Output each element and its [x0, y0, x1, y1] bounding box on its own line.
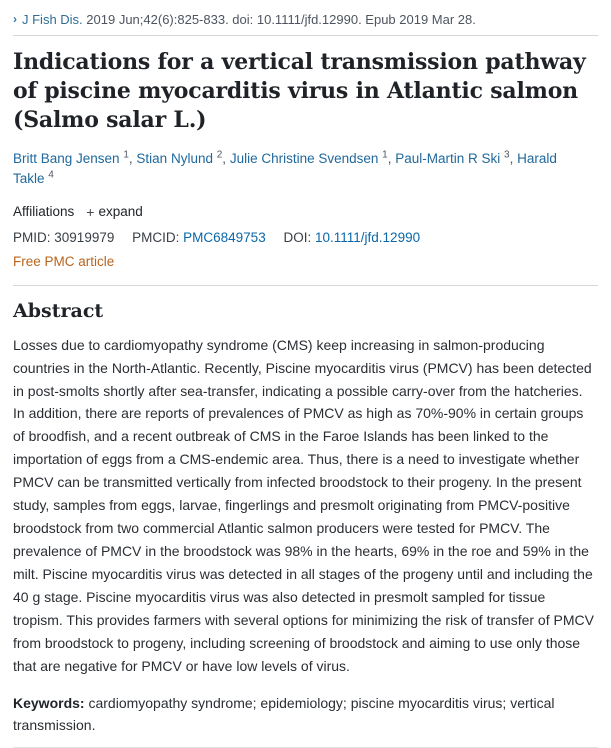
- free-pmc-article-label: Free PMC article: [13, 253, 115, 269]
- chevron-right-icon[interactable]: ›: [13, 12, 17, 26]
- pmcid-label: PMCID:: [132, 229, 180, 245]
- pmid-value: 30919979: [54, 229, 115, 245]
- expand-affiliations-button[interactable]: + expand: [86, 204, 142, 220]
- pmid-group: PMID: 30919979: [13, 230, 118, 245]
- author-link[interactable]: Paul-Martin R Ski: [395, 151, 501, 167]
- author-link[interactable]: Britt Bang Jensen: [13, 151, 120, 167]
- journal-citation: › J Fish Dis. 2019 Jun;42(6):825-833. do…: [13, 10, 598, 35]
- author-separator: ,: [387, 151, 396, 167]
- article-title: Indications for a vertical transmission …: [13, 49, 586, 134]
- affiliation-number[interactable]: 3: [504, 149, 510, 161]
- keywords-text: cardiomyopathy syndrome; epidemiology; p…: [13, 694, 555, 734]
- citation-details: 2019 Jun;42(6):825-833. doi: 10.1111/jfd…: [86, 12, 476, 27]
- affiliation-number[interactable]: 2: [216, 149, 223, 161]
- pmid-label: PMID:: [13, 229, 51, 245]
- author-link[interactable]: Stian Nylund: [136, 151, 213, 167]
- author-link[interactable]: Harald Takle: [13, 151, 557, 187]
- abstract-text: Losses due to cardiomyopathy syndrome (C…: [13, 336, 594, 674]
- author-separator: ,: [509, 151, 518, 167]
- affiliations-label: Affiliations: [13, 204, 75, 220]
- expand-label: expand: [98, 204, 143, 220]
- author-link[interactable]: Julie Christine Svendsen: [229, 151, 379, 167]
- affiliation-number[interactable]: 4: [48, 169, 54, 181]
- keywords-paragraph: Keywords: cardiomyopathy syndrome; epide…: [13, 692, 598, 737]
- affiliation-number[interactable]: 1: [382, 149, 388, 161]
- keywords-label: Keywords:: [13, 694, 85, 711]
- doi-link[interactable]: 10.1111/jfd.12990: [315, 229, 421, 245]
- pmcid-group: PMCID: PMC6849753: [132, 230, 269, 245]
- affiliation-number[interactable]: 1: [123, 149, 129, 161]
- abstract-heading: Abstract: [13, 299, 104, 322]
- divider-abstract: [13, 284, 598, 286]
- plus-icon: +: [86, 203, 95, 220]
- authors-list: Britt Bang Jensen 1, Stian Nylund 2, Jul…: [13, 149, 598, 190]
- doi-group: DOI: 10.1111/jfd.12990: [283, 230, 420, 245]
- pmcid-link[interactable]: PMC6849753: [183, 229, 266, 245]
- doi-label: DOI:: [283, 229, 312, 245]
- divider-top: [13, 35, 598, 36]
- journal-link[interactable]: J Fish Dis.: [22, 12, 83, 27]
- author-separator: ,: [222, 151, 230, 167]
- author-separator: ,: [128, 151, 137, 167]
- identifiers-row: PMID: 30919979 PMCID: PMC6849753 DOI: 10…: [13, 230, 598, 245]
- affiliations-row: Affiliations + expand: [13, 204, 598, 220]
